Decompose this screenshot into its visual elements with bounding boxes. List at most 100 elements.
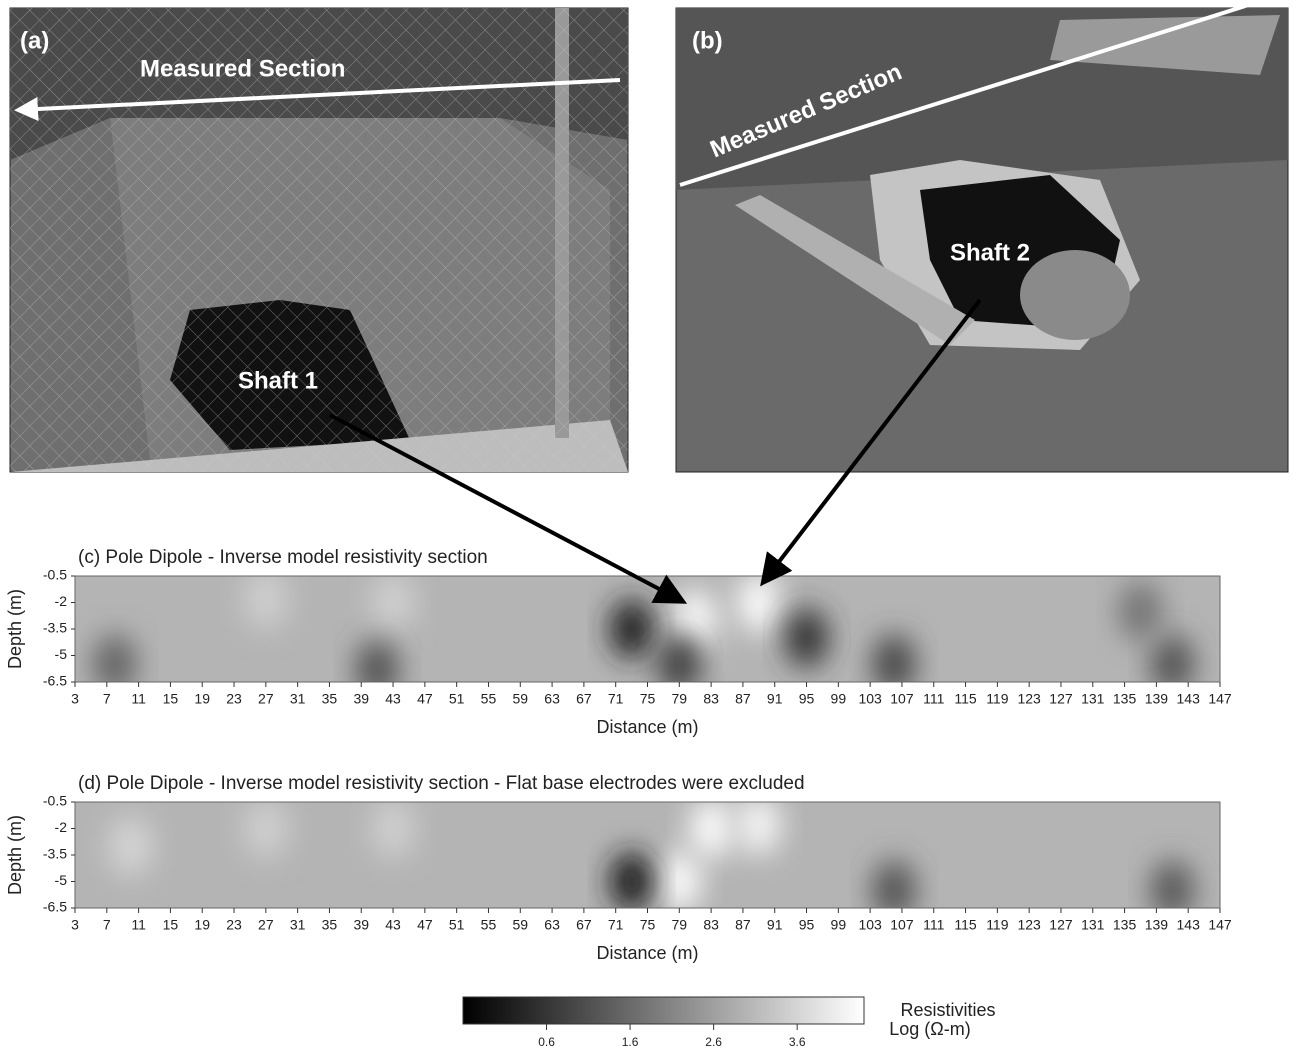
x-axis-label: Distance (m) <box>596 717 698 737</box>
section-label: Measured Section <box>140 55 345 82</box>
x-tick-label: 19 <box>194 917 210 933</box>
y-tick-label: -5 <box>55 646 68 662</box>
x-tick-label: 3 <box>71 917 79 933</box>
anomaly <box>785 608 829 668</box>
panel-label: (b) <box>692 27 723 54</box>
x-tick-label: 63 <box>544 917 560 933</box>
y-tick-label: -0.5 <box>43 793 67 809</box>
x-tick-label: 147 <box>1208 917 1232 933</box>
x-axis-label: Distance (m) <box>596 943 698 963</box>
x-tick-label: 71 <box>608 917 624 933</box>
field <box>75 795 1220 920</box>
contour-plot: (c) Pole Dipole - Inverse model resistiv… <box>5 547 1232 737</box>
contour-plot: (d) Pole Dipole - Inverse model resistiv… <box>5 773 1232 963</box>
x-tick-label: 43 <box>385 917 401 933</box>
anomaly <box>872 860 916 920</box>
figure: (a) Measured Section Shaft 1 (b) Measure… <box>0 0 1292 1053</box>
x-tick-label: 87 <box>735 691 751 707</box>
x-tick-label: 107 <box>890 917 914 933</box>
x-tick-label: 11 <box>131 691 146 707</box>
x-tick-label: 135 <box>1113 691 1137 707</box>
x-tick-label: 71 <box>608 691 624 707</box>
x-tick-label: 103 <box>858 691 882 707</box>
field <box>75 569 1220 700</box>
chart-title: (d) Pole Dipole - Inverse model resistiv… <box>78 773 805 794</box>
x-tick-label: 55 <box>481 691 497 707</box>
x-tick-label: 127 <box>1049 691 1073 707</box>
x-tick-label: 55 <box>481 917 497 933</box>
x-tick-label: 135 <box>1113 917 1137 933</box>
colorbar-tick-label: 3.6 <box>789 1035 806 1049</box>
y-tick-label: -2 <box>55 819 68 835</box>
x-tick-label: 87 <box>735 917 751 933</box>
x-tick-label: 59 <box>512 691 528 707</box>
x-tick-label: 51 <box>449 917 465 933</box>
x-tick-label: 47 <box>417 691 433 707</box>
x-tick-label: 107 <box>890 691 914 707</box>
anomaly <box>689 799 733 859</box>
colorbar-tick-label: 1.6 <box>622 1035 639 1049</box>
y-axis-label: Depth (m) <box>5 815 25 895</box>
colorbar-title: Resistivities <box>900 1000 995 1020</box>
x-tick-label: 47 <box>417 917 433 933</box>
anomaly <box>244 569 288 629</box>
x-tick-label: 143 <box>1177 917 1201 933</box>
x-tick-label: 31 <box>290 917 306 933</box>
x-tick-label: 39 <box>353 917 369 933</box>
colorbar-tick-label: 0.6 <box>538 1035 555 1049</box>
x-tick-label: 139 <box>1145 691 1169 707</box>
x-tick-label: 127 <box>1049 917 1073 933</box>
x-tick-label: 103 <box>858 917 882 933</box>
x-tick-label: 67 <box>576 691 592 707</box>
y-axis-label: Depth (m) <box>5 589 25 669</box>
anomaly <box>109 816 153 876</box>
x-tick-label: 51 <box>449 691 465 707</box>
anomaly <box>1150 860 1194 920</box>
x-tick-label: 99 <box>831 691 847 707</box>
anomaly <box>737 573 781 633</box>
x-tick-label: 79 <box>672 917 688 933</box>
x-tick-label: 91 <box>767 917 783 933</box>
x-tick-label: 11 <box>131 917 146 933</box>
anomaly <box>371 799 415 859</box>
x-tick-label: 119 <box>986 917 1009 933</box>
colorbar-scale <box>463 997 864 1024</box>
x-tick-label: 95 <box>799 691 815 707</box>
x-tick-label: 99 <box>831 917 847 933</box>
anomaly <box>244 799 288 859</box>
y-tick-label: -2 <box>55 593 68 609</box>
anomaly <box>1118 581 1162 641</box>
photo-a: (a) Measured Section Shaft 1 <box>10 8 628 472</box>
x-tick-label: 19 <box>194 691 210 707</box>
x-tick-label: 39 <box>353 691 369 707</box>
x-tick-label: 27 <box>258 691 274 707</box>
x-tick-label: 123 <box>1017 917 1041 933</box>
x-tick-label: 23 <box>226 691 242 707</box>
anomaly <box>737 795 781 855</box>
plots: (c) Pole Dipole - Inverse model resistiv… <box>5 547 1232 963</box>
photo-b: (b) Measured Section Shaft 2 <box>676 0 1288 472</box>
x-tick-label: 147 <box>1208 691 1232 707</box>
shaft-label: Shaft 2 <box>950 239 1030 266</box>
x-tick-label: 115 <box>954 917 977 933</box>
x-tick-label: 15 <box>163 691 179 707</box>
anomaly <box>872 634 916 694</box>
y-tick-label: -0.5 <box>43 567 67 583</box>
anomaly <box>93 634 137 694</box>
x-tick-label: 7 <box>103 691 111 707</box>
anomaly <box>610 599 654 659</box>
x-tick-label: 119 <box>986 691 1009 707</box>
x-tick-label: 27 <box>258 917 274 933</box>
x-tick-label: 111 <box>923 691 944 707</box>
x-tick-label: 131 <box>1081 691 1105 707</box>
anomaly <box>657 852 701 912</box>
x-tick-label: 3 <box>71 691 79 707</box>
colorbar-unit: Log (Ω-m) <box>889 1019 970 1039</box>
x-tick-label: 139 <box>1145 917 1169 933</box>
x-tick-label: 83 <box>703 917 719 933</box>
y-tick-label: -6.5 <box>43 899 67 915</box>
x-tick-label: 91 <box>767 691 783 707</box>
x-tick-label: 75 <box>640 691 656 707</box>
x-tick-label: 31 <box>290 691 306 707</box>
